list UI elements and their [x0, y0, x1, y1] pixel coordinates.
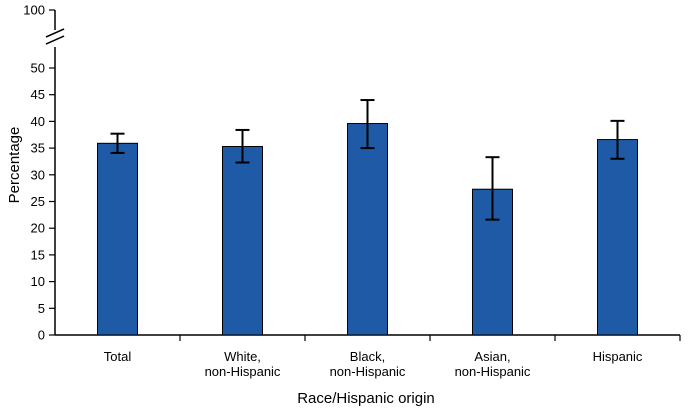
bar: [222, 145, 263, 336]
category-label: Black, non-Hispanic: [330, 349, 406, 379]
error-bars: [110, 99, 625, 221]
category-labels: Total White, non-Hispanic Black, non-Hispani…: [104, 349, 643, 379]
y-tick-label: 45: [31, 87, 45, 102]
bar: [347, 123, 388, 336]
category-label: Total: [104, 349, 132, 364]
y-tick-label: 30: [31, 167, 45, 182]
x-axis-title: Race/Hispanic origin: [297, 390, 435, 407]
y-tick-label: 5: [38, 301, 45, 316]
axis-break-gap: [46, 32, 64, 44]
y-tick-label: 100: [23, 3, 45, 18]
y-tick-label: 40: [31, 114, 45, 129]
y-tick-label: 35: [31, 141, 45, 156]
y-tick-label: 25: [31, 194, 45, 209]
y-tick-label: 10: [31, 274, 45, 289]
y-axis-title: Percentage: [6, 127, 23, 204]
bars: [97, 123, 638, 336]
y-tick-label: 20: [31, 221, 45, 236]
axis-break-mark: [45, 35, 65, 45]
category-label: Hispanic: [593, 349, 643, 364]
category-label: White, non-Hispanic: [205, 349, 281, 379]
x-axis: [55, 334, 681, 341]
bar: [97, 142, 138, 336]
axis-break-mark: [45, 28, 65, 38]
y-tick-label: 50: [31, 61, 45, 76]
bar: [597, 139, 638, 336]
y-tick-label: 0: [38, 328, 45, 343]
y-axis: 0 5 10 15 20 25 30 35 40 45 50 100: [23, 3, 65, 343]
category-label: Asian, non-Hispanic: [455, 349, 531, 379]
y-tick-label: 15: [31, 247, 45, 262]
